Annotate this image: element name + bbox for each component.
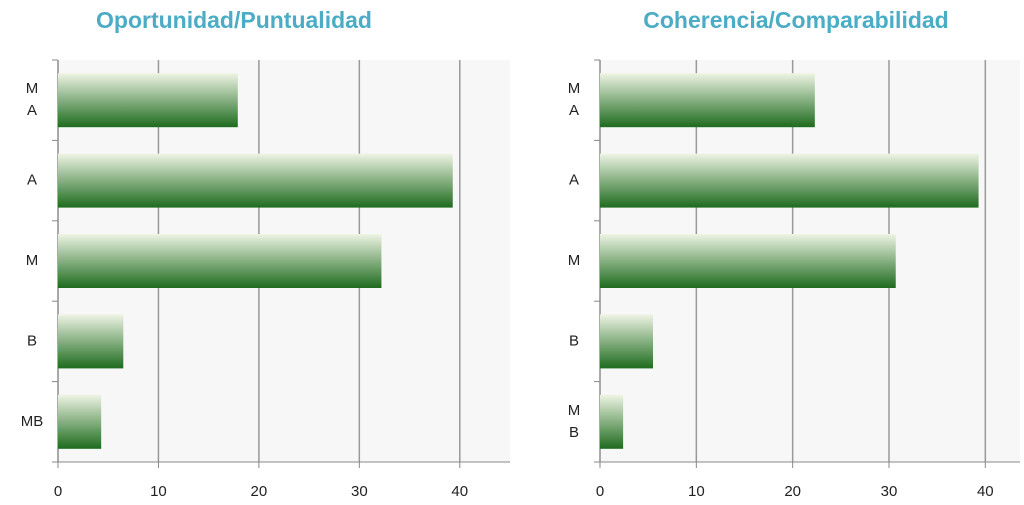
x-tick-label: 20 [251, 483, 268, 500]
y-tick-label-part: B [569, 424, 579, 441]
x-tick-label: 30 [881, 483, 898, 500]
bar [600, 73, 815, 128]
x-tick-label: 40 [451, 483, 468, 500]
y-tick-label-part: A [569, 102, 579, 119]
x-tick-label: 40 [977, 483, 994, 500]
x-tick-label: 30 [351, 483, 368, 500]
y-tick-label: M [568, 252, 581, 269]
bar [600, 153, 979, 208]
bar [58, 73, 238, 128]
y-tick-label-part: M [568, 402, 581, 419]
y-tick-label-part: A [27, 102, 37, 119]
y-tick-label: B [569, 332, 579, 349]
y-tick-label: M [26, 252, 39, 269]
x-tick-label: 20 [784, 483, 801, 500]
x-tick-label: 10 [150, 483, 167, 500]
y-tick-label-part: M [568, 80, 581, 97]
bar [600, 314, 653, 369]
y-tick-label-part: M [26, 80, 39, 97]
bar [58, 314, 124, 369]
x-tick-label: 0 [54, 483, 62, 500]
y-tick-label: A [569, 172, 579, 189]
y-tick-label: A [27, 172, 37, 189]
bar [600, 394, 624, 449]
y-tick-label: MB [21, 413, 44, 430]
x-tick-label: 10 [688, 483, 705, 500]
bar [58, 394, 102, 449]
chart-title: Oportunidad/Puntualidad [96, 7, 372, 33]
bar [58, 153, 453, 208]
bar [600, 234, 896, 288]
chart-title: Coherencia/Comparabilidad [643, 7, 948, 33]
bar [58, 234, 382, 288]
y-tick-label: B [27, 332, 37, 349]
x-tick-label: 0 [596, 483, 604, 500]
